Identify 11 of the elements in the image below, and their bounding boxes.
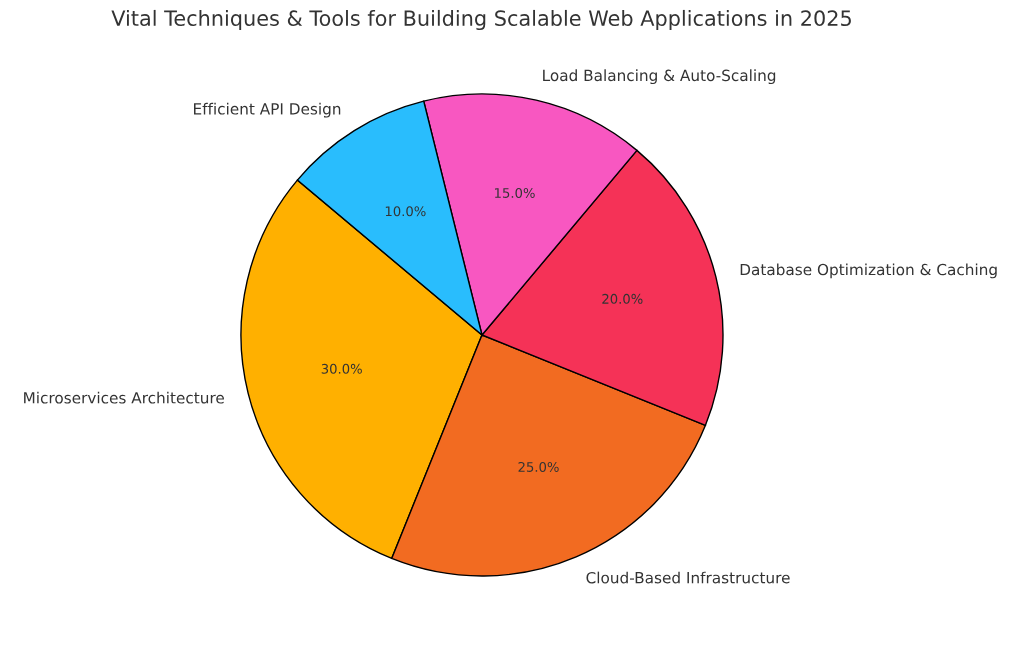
slice-label: Load Balancing & Auto-Scaling xyxy=(543,69,776,85)
data-label: 30.0% xyxy=(321,363,362,374)
slice-label: Microservices Architecture xyxy=(24,391,224,404)
data-label: 20.0% xyxy=(602,293,643,304)
slice-label: Database Optimization & Caching xyxy=(740,263,997,279)
data-label: 25.0% xyxy=(518,461,559,472)
data-label: 15.0% xyxy=(495,187,535,198)
chart-title: Vital Techniques & Tools for Building Scalable Web Applications in 2025 xyxy=(111,9,851,31)
data-label: 10.0% xyxy=(385,206,426,217)
slice-label: Cloud-Based Infrastructure xyxy=(586,571,790,584)
slice-label: Efficient API Design xyxy=(194,102,341,118)
